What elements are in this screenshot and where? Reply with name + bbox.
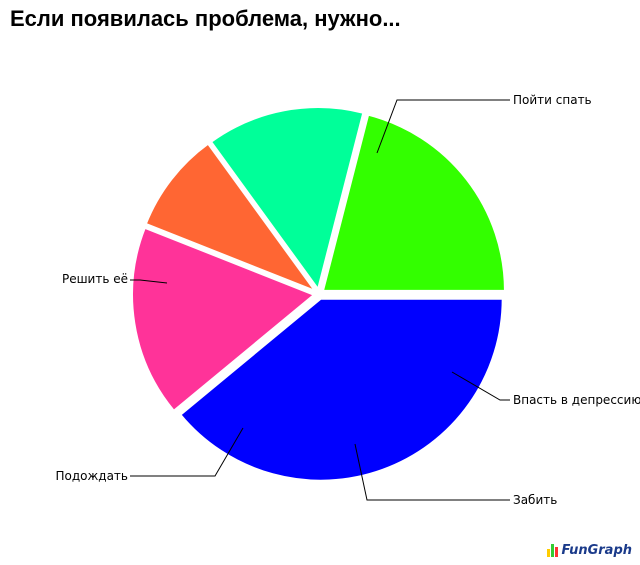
leader-line bbox=[130, 427, 244, 477]
pie-slice bbox=[179, 297, 504, 482]
slice-label: Подождать bbox=[55, 469, 128, 483]
fungraph-logo: FunGraph bbox=[547, 544, 632, 557]
logo-text: FunGraph bbox=[561, 543, 632, 558]
slice-label: Впасть в депрессию bbox=[513, 393, 640, 407]
leader-line bbox=[376, 99, 510, 154]
slice-label: Забить bbox=[513, 493, 557, 507]
leader-line bbox=[451, 371, 510, 401]
pie-slice bbox=[144, 142, 318, 294]
slice-label: Решить её bbox=[62, 272, 128, 286]
leader-line bbox=[130, 279, 168, 284]
chart-title: Если появилась проблема, нужно... bbox=[10, 6, 401, 31]
pie-slice bbox=[321, 113, 506, 292]
slice-label: Пойти спать bbox=[513, 93, 592, 107]
leader-line bbox=[354, 443, 510, 501]
pie-slice bbox=[209, 106, 365, 292]
pie-slice bbox=[131, 226, 317, 413]
bar-chart-icon bbox=[547, 544, 559, 557]
